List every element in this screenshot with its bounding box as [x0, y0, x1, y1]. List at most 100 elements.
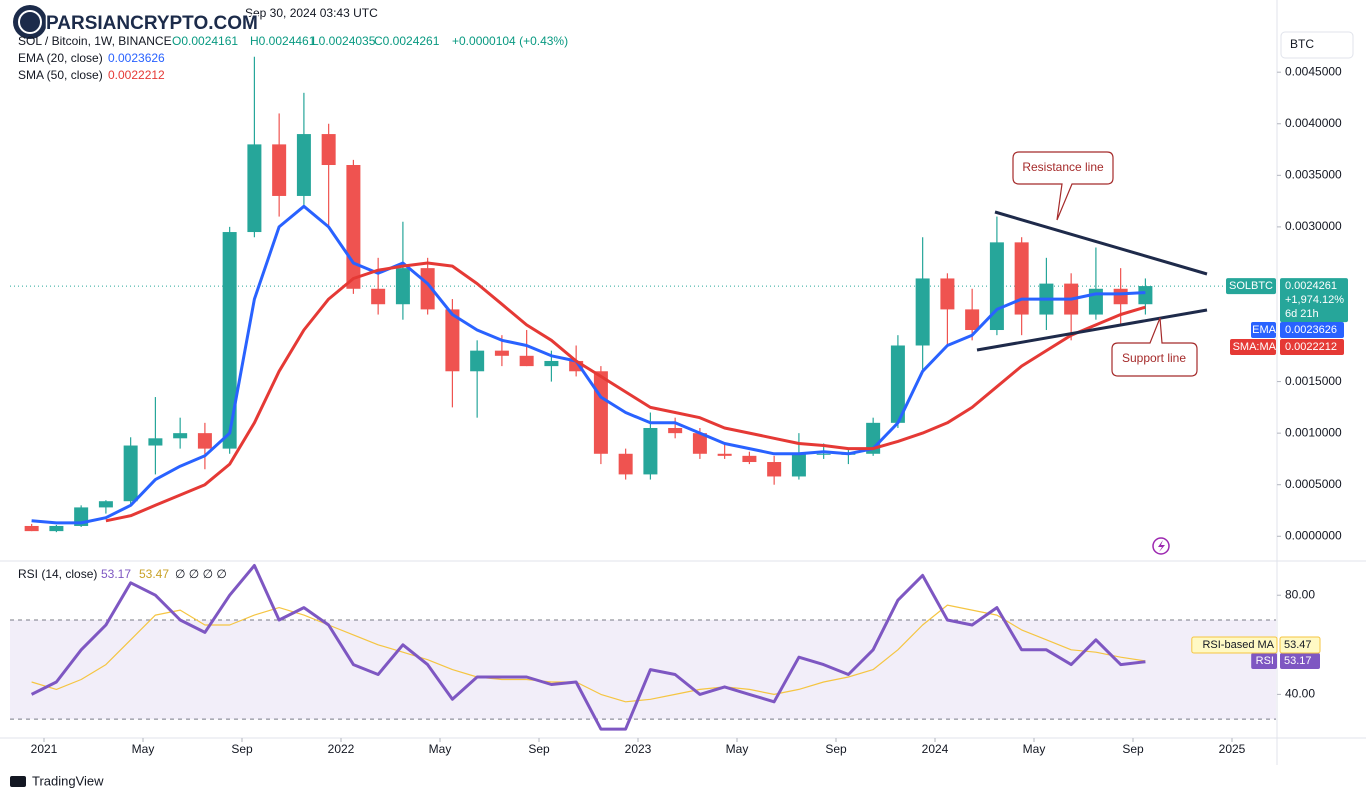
y-tick-label: 0.0005000: [1285, 477, 1342, 491]
candle-body: [989, 242, 1004, 331]
ohlc-low: L0.0024035: [312, 34, 376, 48]
legend-value: 0.0022212: [108, 68, 165, 82]
candle-body: [272, 144, 287, 196]
ohlc-high: H0.0024461: [250, 34, 316, 48]
watermark: PARSIANCRYPTO.COM: [46, 13, 258, 34]
candle-body: [222, 232, 237, 449]
rsi-ma-legend-value: 53.47: [139, 567, 169, 581]
candle-body: [346, 165, 361, 289]
price-tag-countdown: 6d 21h: [1285, 308, 1319, 320]
series-value-tag-label: 53.47: [1284, 639, 1312, 651]
series-tag: [1251, 322, 1276, 338]
candle-body: [49, 525, 64, 532]
candle-body: [420, 268, 435, 310]
rsi-title: RSI (14, close): [18, 567, 97, 581]
annotation: Resistance line: [1022, 160, 1104, 174]
x-tick-label: 2025: [1219, 742, 1246, 756]
annotation-box: [1012, 151, 1114, 221]
candle-body: [470, 350, 485, 372]
event-icon-bolt: [1158, 540, 1165, 552]
annotation-box: [1111, 317, 1198, 377]
candle-body: [890, 345, 905, 423]
y-tick-label: 0.0030000: [1285, 219, 1342, 233]
candle-body: [940, 278, 955, 310]
series-value-tag-label: 0.0023626: [1285, 324, 1337, 336]
rsi-band: [10, 620, 1276, 720]
y-tick-label: 0.0010000: [1285, 425, 1342, 439]
series-value-tag: [1280, 653, 1320, 669]
candle-body: [1113, 288, 1128, 305]
candle-body: [742, 455, 757, 463]
series-tag: [1251, 653, 1277, 669]
y-tick-label: 0.0000000: [1285, 528, 1342, 542]
x-tick-label: Sep: [231, 742, 253, 756]
legend-name: EMA (20, close): [18, 51, 103, 65]
candle-body: [123, 445, 138, 502]
candle-body: [569, 360, 584, 372]
candle-body: [371, 288, 386, 305]
x-tick-label: 2023: [625, 742, 652, 756]
candle-body: [247, 144, 262, 233]
indicator-line: [31, 204, 1146, 525]
price-tag: [1280, 278, 1348, 323]
series-tag-label: SMA:MA: [1233, 341, 1277, 353]
unit-button[interactable]: [1280, 31, 1354, 59]
y-tick-label: 40.00: [1285, 687, 1315, 701]
candle-body: [915, 278, 930, 346]
footer: TradingView: [32, 773, 104, 788]
logo: [13, 5, 47, 39]
candle-body: [544, 360, 559, 367]
price-tag-change: +1,974.12%: [1285, 294, 1344, 306]
series-value-tag: [1280, 322, 1344, 338]
series-tag-label: RSI-based MA: [1202, 639, 1274, 651]
x-tick-label: May: [429, 742, 452, 756]
candle-body: [816, 453, 831, 455]
x-tick-label: May: [1023, 742, 1046, 756]
footer-logo: [10, 776, 26, 787]
legend-value: 0.0023626: [108, 51, 165, 65]
series-value-tag: [1279, 636, 1321, 654]
candle-body: [519, 355, 534, 367]
chart-title: SOL / Bitcoin, 1W, BINANCE: [18, 34, 172, 48]
symbol-tag-label: SOLBTC: [1229, 280, 1273, 292]
candle-body: [593, 371, 608, 454]
x-tick-label: May: [726, 742, 749, 756]
x-tick-label: Sep: [528, 742, 550, 756]
candle-body: [965, 309, 980, 331]
price-tag-value: 0.0024261: [1285, 280, 1337, 292]
rsi-line: [31, 604, 1146, 703]
candle-body: [618, 453, 633, 475]
series-tag: [1191, 636, 1278, 654]
event-icon[interactable]: [1152, 537, 1170, 555]
resistance-trendline: [994, 210, 1208, 276]
timestamp: Sep 30, 2024 03:43 UTC: [245, 6, 378, 20]
x-tick-label: 2021: [31, 742, 58, 756]
rsi-legend-value: 53.17: [101, 567, 131, 581]
candle-body: [494, 350, 509, 356]
symbol-tag: [1226, 278, 1276, 295]
y-tick-label: 0.0015000: [1285, 374, 1342, 388]
unit-label: BTC: [1290, 37, 1314, 51]
candle-body: [643, 427, 658, 475]
logo-ring: [18, 10, 42, 34]
candle-body: [1138, 286, 1153, 305]
x-tick-label: Sep: [1122, 742, 1144, 756]
candle-body: [717, 453, 732, 456]
y-tick-label: 0.0035000: [1285, 167, 1342, 181]
candle-body: [321, 134, 336, 166]
candle-body: [296, 134, 311, 196]
candle-body: [791, 453, 806, 477]
candle-body: [395, 268, 410, 305]
series-value-tag-label: 53.17: [1284, 655, 1312, 667]
change: +0.0000104 (+0.43%): [452, 34, 568, 48]
series-tag-label: EMA: [1252, 324, 1277, 336]
candle-body: [1014, 242, 1029, 315]
annotation: Support line: [1122, 351, 1186, 365]
candle-body: [668, 427, 683, 434]
rsi-line: [30, 564, 1146, 731]
series-tag-label: RSI: [1256, 655, 1274, 667]
candle-body: [197, 433, 212, 449]
ohlc-close: C0.0024261: [374, 34, 440, 48]
panes: [10, 56, 1276, 731]
